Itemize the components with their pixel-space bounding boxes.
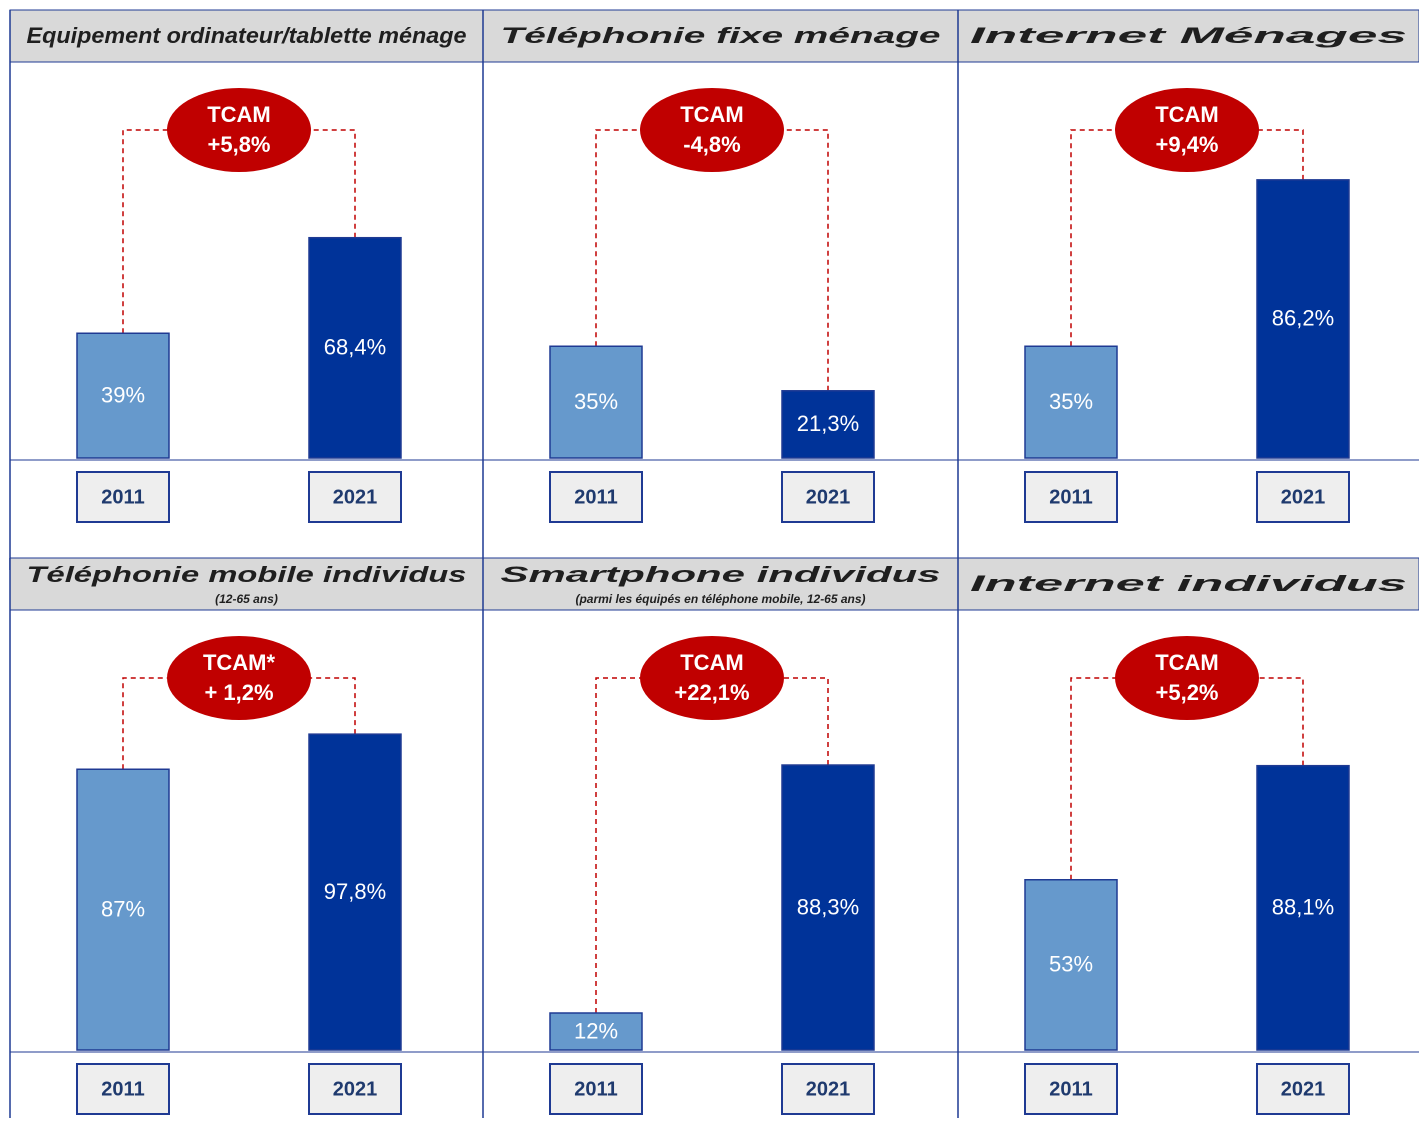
tcam-value: +5,8% <box>208 132 271 157</box>
tcam-label: TCAM <box>1155 650 1219 675</box>
year-label: 2021 <box>806 486 851 508</box>
year-box <box>549 1063 643 1115</box>
tcam-badge <box>167 88 311 172</box>
year-box <box>549 471 643 523</box>
value-label: 88,3% <box>797 894 859 919</box>
year-label: 2011 <box>574 486 617 508</box>
year-box <box>76 471 170 523</box>
panel-subtitle: (12-65 ans) <box>215 592 278 606</box>
bar <box>549 1012 643 1051</box>
tcam-label: TCAM <box>680 650 744 675</box>
panel-title: Téléphonie fixe ménage <box>501 23 941 48</box>
bar <box>1256 179 1350 459</box>
connector <box>772 129 829 391</box>
connector <box>299 129 356 238</box>
value-label: 35% <box>1049 389 1093 414</box>
value-label: 53% <box>1049 952 1093 977</box>
connector <box>299 677 356 735</box>
year-label: 2011 <box>574 1078 617 1100</box>
year-box <box>308 471 402 523</box>
year-box <box>1024 471 1118 523</box>
header <box>9 9 484 63</box>
value-label: 12% <box>574 1018 618 1043</box>
panel-title: Smartphone individus <box>501 562 941 587</box>
year-label: 2021 <box>1281 486 1326 508</box>
tcam-badge <box>1115 88 1259 172</box>
value-label: 35% <box>574 389 618 414</box>
header <box>957 557 1419 611</box>
bar <box>781 390 875 459</box>
value-label: 87% <box>101 896 145 921</box>
year-label: 2021 <box>1281 1078 1326 1100</box>
tcam-badge <box>640 88 784 172</box>
value-label: 39% <box>101 382 145 407</box>
bar <box>1024 879 1118 1051</box>
header <box>482 557 959 611</box>
year-box <box>781 471 875 523</box>
connector <box>772 677 829 766</box>
panel-title: Téléphonie mobile individus <box>27 562 467 587</box>
tcam-label: TCAM <box>207 102 271 127</box>
connector <box>122 677 179 770</box>
bar <box>549 345 643 459</box>
panel-title: Internet Ménages <box>970 23 1407 48</box>
connector <box>595 129 652 347</box>
tcam-label: TCAM <box>1155 102 1219 127</box>
bar <box>76 768 170 1051</box>
value-label: 88,1% <box>1272 895 1334 920</box>
tcam-value: +22,1% <box>674 680 749 705</box>
tcam-value: +5,2% <box>1156 680 1219 705</box>
connector <box>1247 677 1304 766</box>
year-box <box>781 1063 875 1115</box>
panel-subtitle: (parmi les équipés en téléphone mobile, … <box>575 592 865 606</box>
year-label: 2011 <box>101 486 144 508</box>
connector <box>595 677 652 1013</box>
year-box <box>1256 471 1350 523</box>
value-label: 86,2% <box>1272 306 1334 331</box>
value-label: 68,4% <box>324 335 386 360</box>
bar <box>308 236 402 459</box>
connector <box>1070 129 1127 347</box>
tcam-value: + 1,2% <box>204 680 273 705</box>
year-label: 2011 <box>1049 486 1092 508</box>
year-box <box>76 1063 170 1115</box>
tcam-label: TCAM <box>680 102 744 127</box>
tcam-value: +9,4% <box>1156 132 1219 157</box>
tcam-badge <box>1115 636 1259 720</box>
bar <box>1256 764 1350 1051</box>
panel-title: Equipement ordinateur/tablette ménage <box>27 23 467 48</box>
connector <box>1247 129 1304 180</box>
tcam-badge <box>640 636 784 720</box>
tcam-badge <box>167 636 311 720</box>
bar <box>308 733 402 1051</box>
year-label: 2021 <box>333 486 378 508</box>
tcam-label: TCAM* <box>203 650 276 675</box>
year-label: 2011 <box>101 1078 144 1100</box>
value-label: 97,8% <box>324 879 386 904</box>
year-box <box>1256 1063 1350 1115</box>
bar <box>1024 345 1118 459</box>
connector <box>1070 677 1127 880</box>
tcam-value: -4,8% <box>683 132 740 157</box>
year-label: 2011 <box>1049 1078 1092 1100</box>
year-label: 2021 <box>806 1078 851 1100</box>
year-label: 2021 <box>333 1078 378 1100</box>
bar <box>76 332 170 459</box>
header <box>482 9 959 63</box>
year-box <box>1024 1063 1118 1115</box>
connector <box>122 129 179 334</box>
year-box <box>308 1063 402 1115</box>
value-label: 21,3% <box>797 411 859 436</box>
bar <box>781 764 875 1051</box>
panel-title: Internet individus <box>970 571 1407 596</box>
